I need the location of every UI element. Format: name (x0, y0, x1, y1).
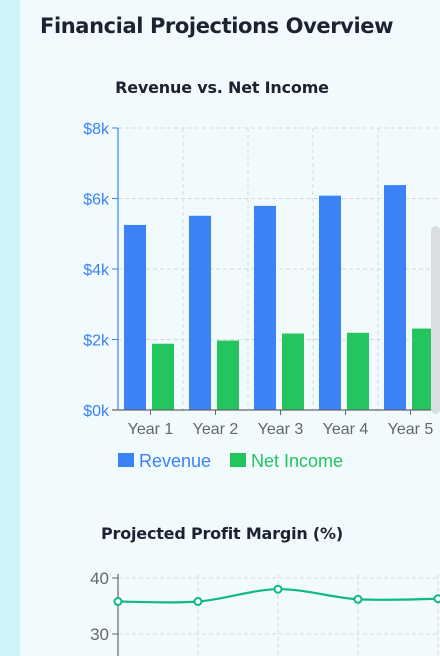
profit-margin-chart: 40 30 (90, 569, 440, 656)
scrollbar-thumb[interactable] (431, 226, 440, 414)
net-income-bar (412, 328, 434, 410)
legend-label-net-income: Net Income (251, 451, 343, 471)
x-tick-label: Year 4 (323, 421, 369, 438)
chart-card: Financial Projections Overview Revenue v… (20, 0, 440, 656)
x-tick-label: Year 1 (128, 421, 174, 438)
legend-label-revenue: Revenue (139, 451, 211, 471)
net-income-bar (347, 332, 369, 410)
profit-margin-point (353, 594, 363, 604)
net-income-bar (152, 343, 174, 410)
y-tick-label: $0k (83, 403, 110, 420)
y-tick-label: $8k (83, 121, 110, 138)
profit-margin-point (433, 594, 440, 604)
revenue-bar (254, 205, 276, 410)
revenue-bar (124, 224, 146, 410)
page-title: Financial Projections Overview (40, 14, 394, 38)
y-tick-label: 30 (90, 625, 109, 644)
legend-swatch-net-income (230, 453, 246, 467)
profit-margin-point (273, 584, 283, 594)
y-tick-label: $2k (83, 333, 110, 350)
y-tick-label: 40 (90, 569, 109, 588)
revenue-bar (319, 195, 341, 410)
profit-margin-point (193, 597, 203, 607)
bar-chart-title: Revenue vs. Net Income (115, 78, 329, 97)
line-chart-title: Projected Profit Margin (%) (101, 524, 343, 543)
net-income-bar (217, 340, 239, 410)
net-income-bar (282, 333, 304, 410)
revenue-net-income-chart: $0k $2k $4k $6k $8k Year 1 Year 2 Year 3 Year 4 Y… (83, 121, 440, 471)
y-tick-label: $6k (83, 192, 110, 209)
revenue-bar (384, 185, 406, 410)
x-tick-label: Year 2 (193, 421, 239, 438)
x-tick-label: Year 5 (388, 421, 434, 438)
revenue-bar (189, 215, 211, 410)
profit-margin-point (113, 597, 123, 607)
y-tick-label: $4k (83, 262, 110, 279)
legend-swatch-revenue (118, 453, 134, 467)
x-tick-label: Year 3 (258, 421, 304, 438)
